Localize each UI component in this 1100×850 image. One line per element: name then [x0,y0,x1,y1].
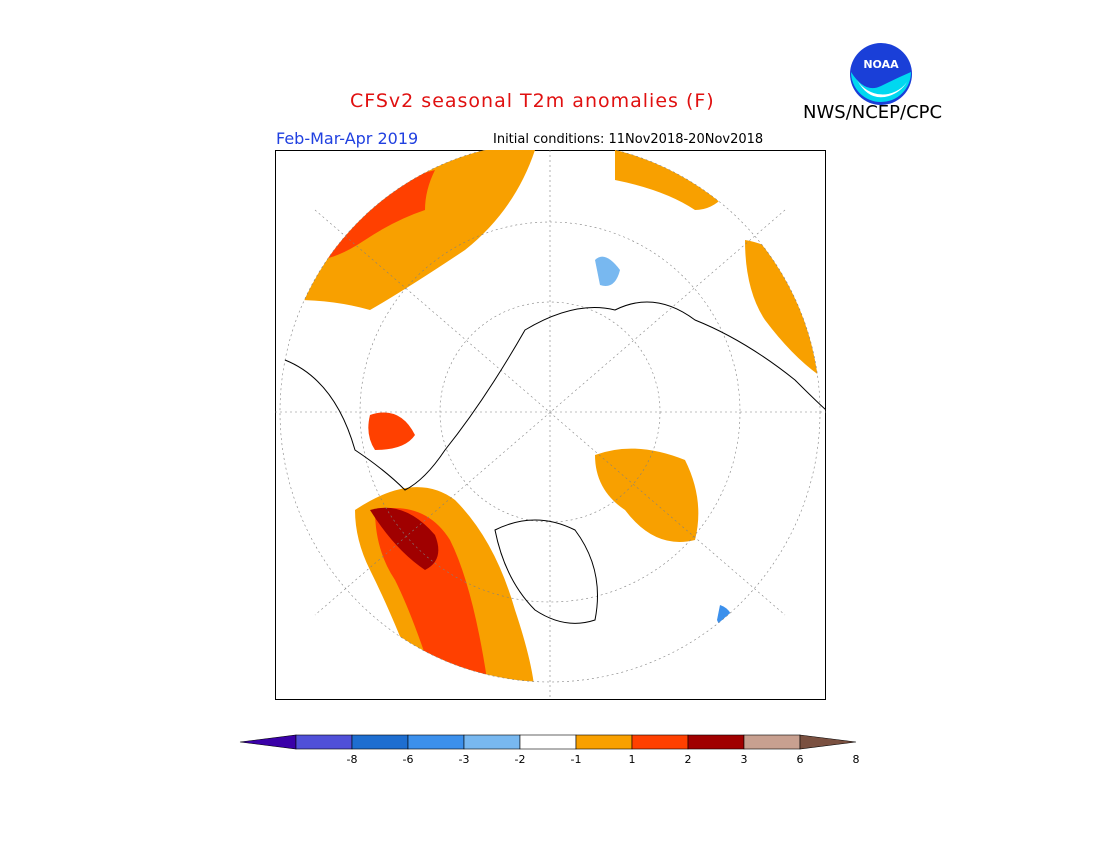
legend-tick-label: -1 [571,753,582,766]
legend-swatch [351,734,409,750]
anomaly-region-north-america-strong [375,508,490,682]
legend-swatch [631,734,689,750]
anomaly-region-scandinavia-cold [595,256,620,286]
legend-tick-label: -8 [347,753,358,766]
legend-arrow-right [799,734,857,750]
legend-swatch [575,734,633,750]
noaa-logo: NOAA [850,43,912,105]
map-title: CFSv2 seasonal T2m anomalies (F) [350,90,715,112]
legend-tick-label: 6 [797,753,804,766]
agency-label: NWS/NCEP/CPC [803,102,943,123]
anomaly-region-greenland [595,448,699,542]
anomaly-region-europe [745,240,820,380]
legend-tick-label: 3 [741,753,748,766]
legend-swatch [687,734,745,750]
forecast-period: Feb-Mar-Apr 2019 [276,129,419,148]
legend-tick-label: -3 [459,753,470,766]
legend-tick-label: 2 [685,753,692,766]
legend-tick-label: -6 [403,753,414,766]
legend-tick-label: 8 [853,753,860,766]
legend-tick-label: -2 [515,753,526,766]
coastline [494,519,598,624]
legend-swatch [407,734,465,750]
anomaly-region-bering [368,412,415,450]
initial-conditions: Initial conditions: 11Nov2018-20Nov2018 [493,132,764,147]
coastline [284,301,826,491]
color-legend: -8 -6 -3 -2 -1 1 2 3 6 8 [239,734,860,766]
legend-swatch [743,734,801,750]
legend-arrow-left [239,734,297,750]
legend-swatch [295,734,353,750]
legend-tick-label: 1 [629,753,636,766]
polar-anomaly-map [275,150,826,700]
logo-text: NOAA [863,58,899,71]
legend-swatch [519,734,577,750]
anomaly-region-eurasia-strong [315,170,435,260]
legend-swatch [463,734,521,750]
